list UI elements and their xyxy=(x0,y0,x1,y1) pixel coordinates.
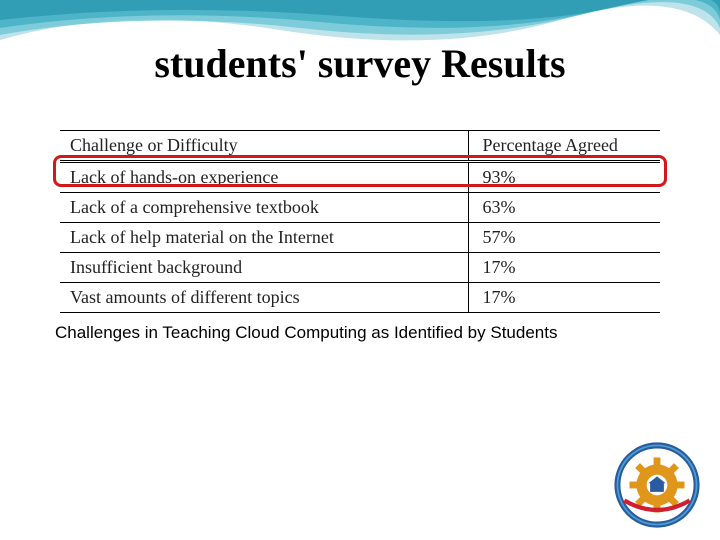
table-header-row: Challenge or Difficulty Percentage Agree… xyxy=(60,131,660,162)
cell-percentage: 17% xyxy=(468,283,660,313)
cell-challenge: Lack of help material on the Internet xyxy=(60,223,468,253)
table-row: Lack of help material on the Internet 57… xyxy=(60,223,660,253)
cell-challenge: Lack of hands-on experience xyxy=(60,162,468,193)
table-row: Vast amounts of different topics 17% xyxy=(60,283,660,313)
cell-percentage: 57% xyxy=(468,223,660,253)
header-challenge: Challenge or Difficulty xyxy=(60,131,468,162)
cell-percentage: 63% xyxy=(468,193,660,223)
cell-challenge: Lack of a comprehensive textbook xyxy=(60,193,468,223)
institution-logo-icon xyxy=(614,442,700,528)
cell-percentage: 93% xyxy=(468,162,660,193)
table-caption: Challenges in Teaching Cloud Computing a… xyxy=(55,323,675,343)
table-row: Insufficient background 17% xyxy=(60,253,660,283)
cell-percentage: 17% xyxy=(468,253,660,283)
survey-table: Challenge or Difficulty Percentage Agree… xyxy=(60,130,660,313)
table-row: Lack of hands-on experience 93% xyxy=(60,162,660,193)
table-row: Lack of a comprehensive textbook 63% xyxy=(60,193,660,223)
header-percentage: Percentage Agreed xyxy=(468,131,660,162)
slide-title: students' survey Results xyxy=(0,40,720,87)
survey-table-container: Challenge or Difficulty Percentage Agree… xyxy=(60,130,660,313)
cell-challenge: Vast amounts of different topics xyxy=(60,283,468,313)
cell-challenge: Insufficient background xyxy=(60,253,468,283)
